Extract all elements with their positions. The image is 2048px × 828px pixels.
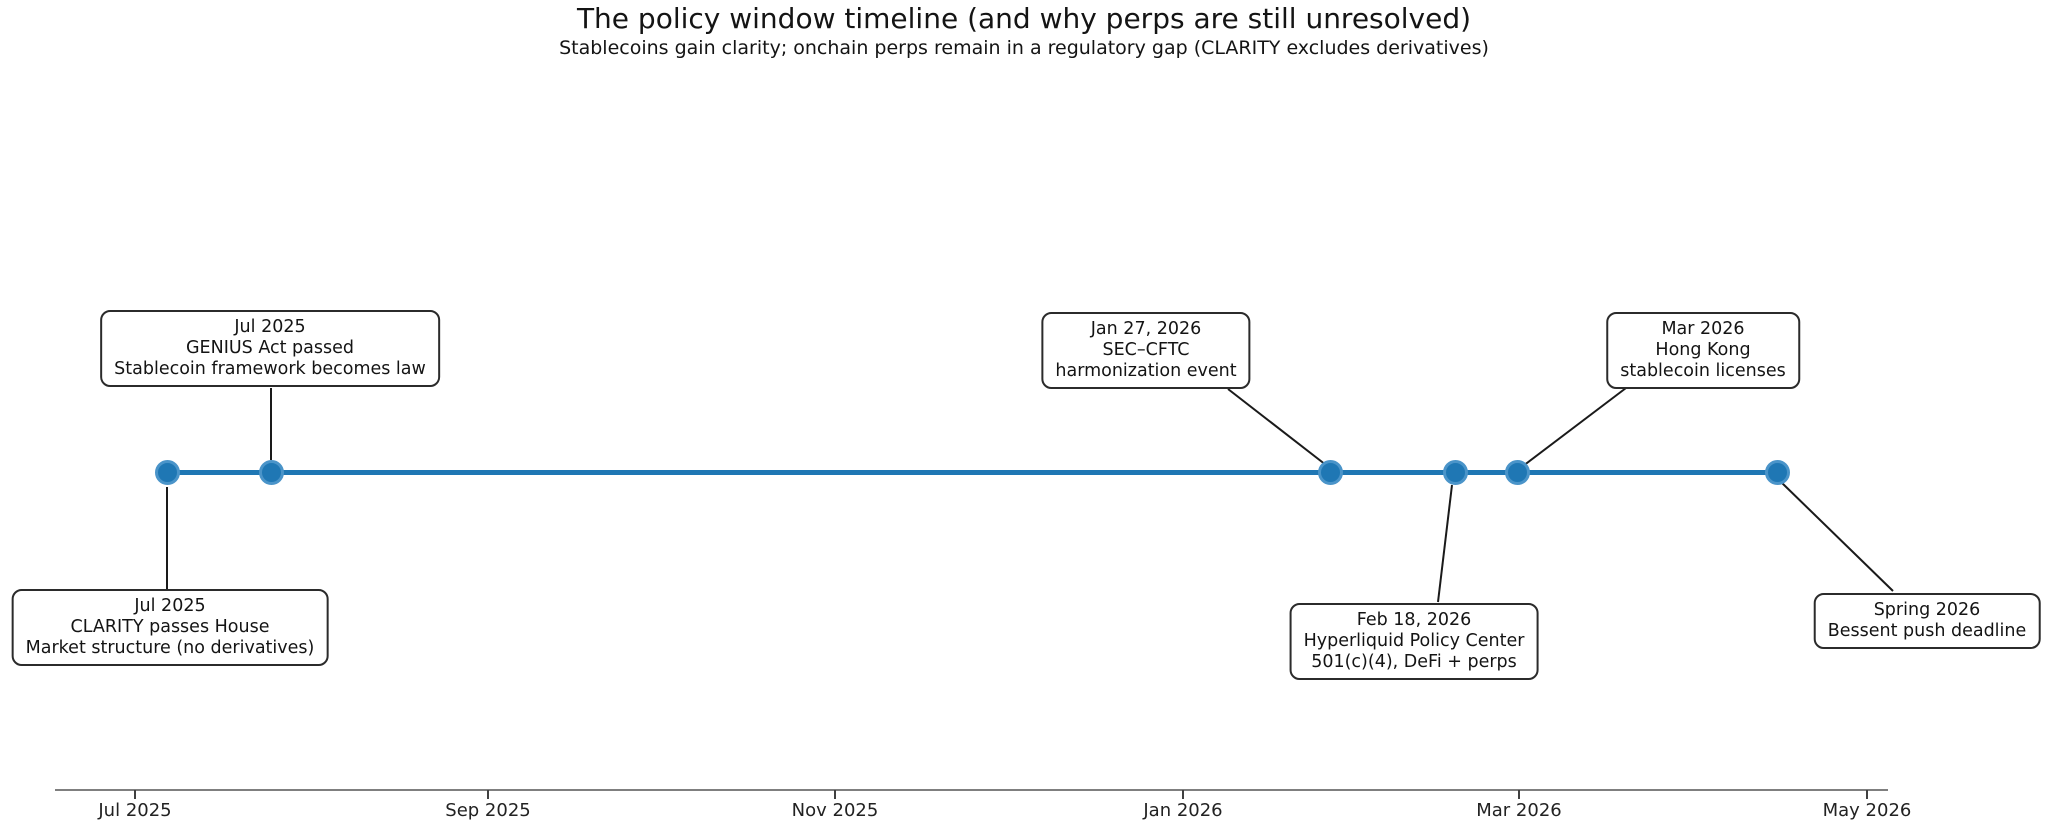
timeline-line xyxy=(167,469,1777,475)
event-label-line: harmonization event xyxy=(1055,361,1237,381)
event-label-line: Jul 2025 xyxy=(134,596,206,616)
axis-tick-label: May 2026 xyxy=(1822,800,1912,821)
leader-line xyxy=(1437,484,1453,603)
axis-tick-label: Jul 2025 xyxy=(98,800,172,821)
event-dot-genius-act-passed xyxy=(258,459,284,485)
axis-tick xyxy=(1182,790,1184,799)
axis-tick xyxy=(1866,790,1868,799)
event-box-genius-act-passed: Jul 2025 GENIUS Act passed Stablecoin fram… xyxy=(100,310,440,387)
event-box-sec-cftc-harmonization: Jan 27, 2026 SEC–CFTC harmonization event xyxy=(1041,312,1251,389)
axis-tick xyxy=(834,790,836,799)
leader-line xyxy=(1227,388,1327,466)
event-label-line: GENIUS Act passed xyxy=(185,338,354,358)
event-label-line: Mar 2026 xyxy=(1661,319,1745,339)
event-label-line: CLARITY passes House xyxy=(70,617,270,637)
axis-tick-label: Mar 2026 xyxy=(1476,800,1562,821)
axis-tick xyxy=(134,790,136,799)
leader-line xyxy=(1522,387,1627,467)
event-label-line: Market structure (no derivatives) xyxy=(25,638,315,658)
chart-title: The policy window timeline (and why perp… xyxy=(576,2,1472,35)
event-box-hyperliquid-policy-center: Feb 18, 2026 Hyperliquid Policy Center 501… xyxy=(1289,603,1539,680)
leader-line xyxy=(1780,481,1894,592)
event-box-hong-kong-stablecoin-licenses: Mar 2026 Hong Kong stablecoin licenses xyxy=(1606,312,1800,389)
event-label-line: Jul 2025 xyxy=(234,317,306,337)
axis-tick xyxy=(1518,790,1520,799)
event-dot-sec-cftc-harmonization xyxy=(1317,459,1343,485)
event-dot-hyperliquid-policy-center xyxy=(1442,459,1468,485)
axis-tick-label: Jan 2026 xyxy=(1143,800,1223,821)
event-dot-clarity-passes-house xyxy=(154,459,180,485)
event-label-line: Hyperliquid Policy Center xyxy=(1303,631,1525,651)
event-label-line: 501(c)(4), DeFi + perps xyxy=(1311,652,1517,672)
event-label-line: Stablecoin framework becomes law xyxy=(114,359,426,379)
event-label-line: Spring 2026 xyxy=(1873,600,1981,620)
event-dot-bessent-push-deadline xyxy=(1764,459,1790,485)
event-label-line: Feb 18, 2026 xyxy=(1356,610,1472,630)
event-label-line: Jan 27, 2026 xyxy=(1090,319,1202,339)
event-label-line: stablecoin licenses xyxy=(1620,361,1786,381)
axis-tick-label: Sep 2025 xyxy=(445,800,531,821)
chart-subtitle: Stablecoins gain clarity; onchain perps … xyxy=(559,37,1489,59)
event-box-clarity-passes-house: Jul 2025 CLARITY passes House Market struc… xyxy=(11,589,329,666)
event-box-bessent-push-deadline: Spring 2026 Bessent push deadline xyxy=(1813,593,2041,649)
event-label-line: Bessent push deadline xyxy=(1827,621,2027,641)
event-dot-hong-kong-stablecoin-licenses xyxy=(1504,459,1530,485)
axis-tick xyxy=(487,790,489,799)
event-label-line: SEC–CFTC xyxy=(1102,340,1190,360)
axis-tick-label: Nov 2025 xyxy=(791,800,879,821)
event-label-line: Hong Kong xyxy=(1655,340,1751,360)
axis-spine xyxy=(55,789,1888,791)
